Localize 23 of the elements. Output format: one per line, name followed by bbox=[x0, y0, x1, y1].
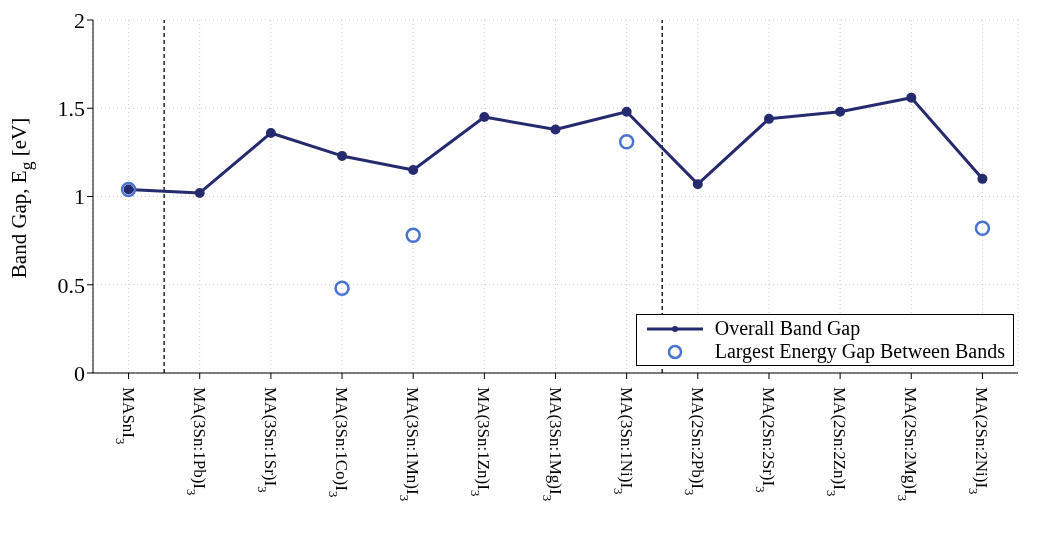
point bbox=[550, 124, 561, 135]
point bbox=[265, 127, 276, 138]
point bbox=[618, 134, 635, 150]
point bbox=[763, 113, 774, 124]
point bbox=[479, 112, 490, 123]
y-tick-label: 1.5 bbox=[57, 96, 85, 122]
point bbox=[408, 165, 419, 176]
point bbox=[405, 227, 421, 244]
point bbox=[977, 173, 988, 184]
point bbox=[974, 220, 991, 237]
y-tick-label: 0 bbox=[74, 360, 85, 386]
y-tick-label: 1 bbox=[74, 184, 85, 210]
legend-label: Largest Energy Gap Between Bands bbox=[714, 340, 1005, 363]
point bbox=[835, 106, 846, 117]
legend-label: Overall Band Gap bbox=[714, 317, 861, 340]
point bbox=[194, 187, 205, 198]
point bbox=[906, 92, 917, 103]
point bbox=[334, 280, 350, 297]
point bbox=[337, 150, 348, 161]
y-tick-label: 2 bbox=[74, 7, 85, 33]
y-tick-label: 0.5 bbox=[57, 272, 85, 298]
point bbox=[621, 106, 632, 117]
point bbox=[692, 179, 703, 190]
